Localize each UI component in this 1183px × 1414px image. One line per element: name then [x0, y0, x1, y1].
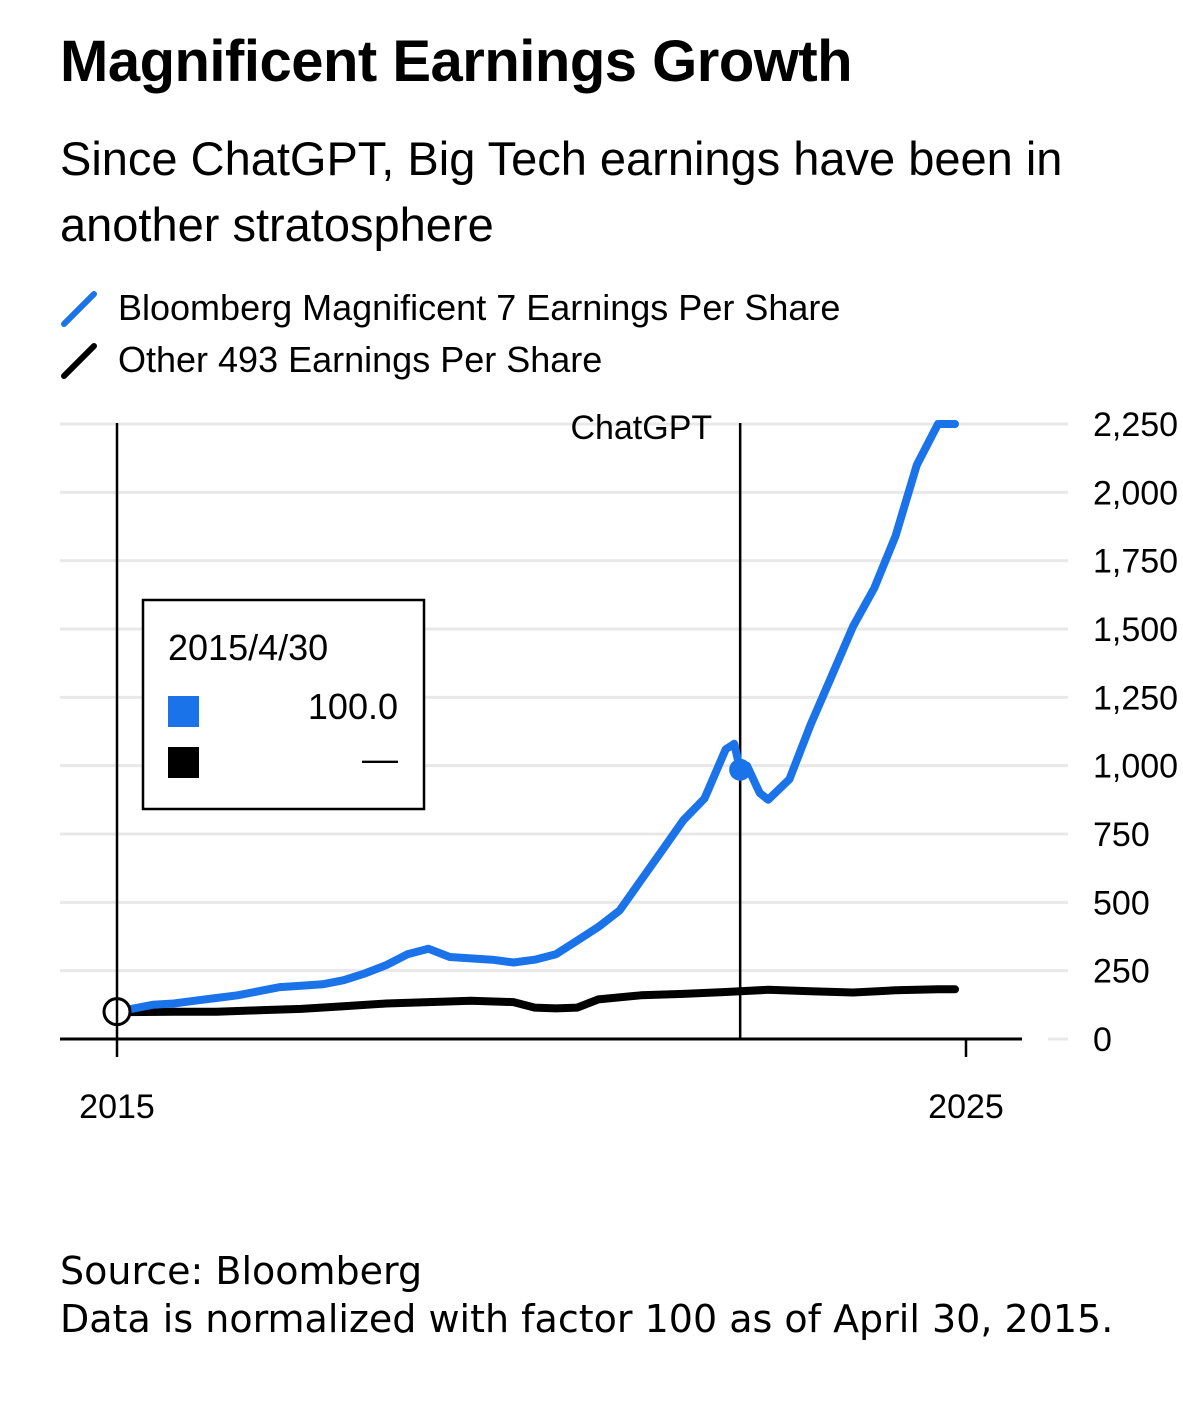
- y-tick-label: 2,000: [1093, 474, 1178, 512]
- line-slash-icon: [61, 343, 97, 379]
- normalization-note: Data is normalized with factor 100 as of…: [60, 1296, 1114, 1341]
- chatgpt-point-marker: [729, 758, 752, 781]
- annotation-label: ChatGPT: [570, 409, 712, 447]
- line-chart[interactable]: 0 250 500 750 1,000 1,250 1,500 1,750 2,000 2,250…: [0, 395, 1183, 1155]
- y-tick-label: 500: [1093, 884, 1150, 922]
- y-tick-label: 0: [1093, 1021, 1112, 1059]
- y-tick-label: 1,750: [1093, 543, 1178, 581]
- tooltip-value-mag7: 100.0: [308, 686, 398, 727]
- x-tick-label: 2015: [79, 1088, 155, 1126]
- y-tick-label: 1,250: [1093, 679, 1178, 717]
- y-tick-label: 1,500: [1093, 611, 1178, 649]
- tooltip-swatch-mag7: [168, 696, 199, 727]
- y-tick-label: 750: [1093, 816, 1150, 854]
- y-tick-label: 250: [1093, 953, 1150, 991]
- mag7-series-line: [113, 420, 959, 1016]
- tooltip-box: 2015/4/30 100.0 —: [141, 598, 426, 811]
- legend: Bloomberg Magnificent 7 Earnings Per Sha…: [60, 282, 840, 386]
- source-note: Source: Bloomberg: [60, 1249, 423, 1293]
- legend-item-mag7: Bloomberg Magnificent 7 Earnings Per Sha…: [60, 282, 840, 334]
- y-tick-label: 1,000: [1093, 748, 1178, 786]
- legend-swatch-mag7: [61, 291, 97, 327]
- tooltip-date: 2015/4/30: [168, 627, 328, 668]
- y-tick-label: 2,250: [1093, 406, 1178, 444]
- chatgpt-annotation: ChatGPT: [570, 409, 742, 1039]
- x-tick-label: 2025: [928, 1088, 1004, 1126]
- legend-label-mag7: Bloomberg Magnificent 7 Earnings Per Sha…: [118, 287, 841, 328]
- footer: Source: Bloomberg Data is normalized wit…: [60, 1248, 1113, 1343]
- y-axis-labels: 0 250 500 750 1,000 1,250 1,500 1,750 2,000 2,250: [1093, 406, 1178, 1059]
- chart-title: Magnificent Earnings Growth: [60, 29, 853, 94]
- legend-item-other493: Other 493 Earnings Per Share: [60, 334, 840, 386]
- other493-series-line: [113, 985, 959, 1017]
- x-axis: 2015 2025: [60, 423, 1022, 1126]
- tooltip-swatch-other493: [168, 747, 199, 778]
- legend-swatch-other493: [61, 343, 97, 379]
- line-slash-icon: [61, 291, 97, 327]
- legend-label-other493: Other 493 Earnings Per Share: [118, 339, 603, 380]
- chart-subtitle: Since ChatGPT, Big Tech earnings have be…: [60, 132, 1063, 251]
- tooltip-value-other493: —: [362, 738, 398, 779]
